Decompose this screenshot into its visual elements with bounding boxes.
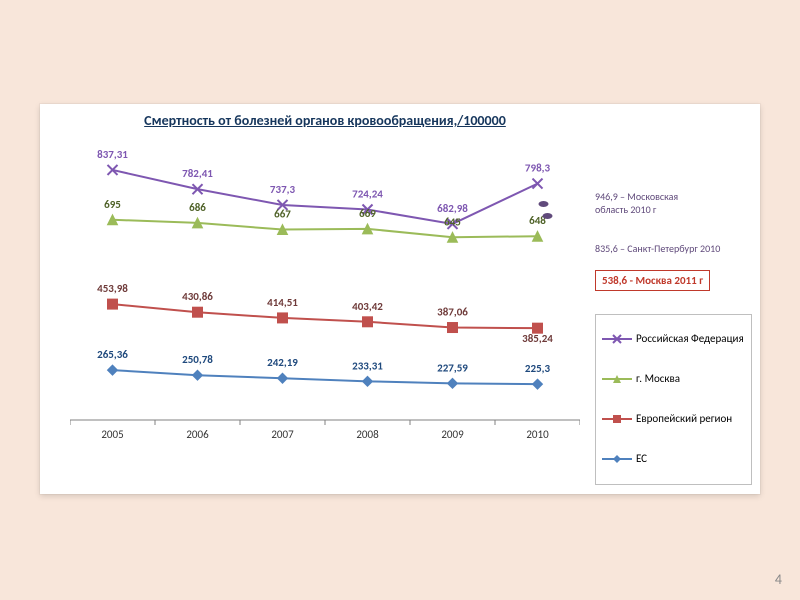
svg-text:724,24: 724,24: [352, 188, 383, 201]
annotation-moscow-2011: 538,6 - Москва 2011 г: [595, 270, 710, 291]
moscow-2011-text: 538,6 - Москва 2011 г: [602, 274, 703, 287]
legend-swatch-ec: [602, 451, 632, 467]
svg-text:265,36: 265,36: [97, 348, 128, 361]
plot-area: 2005 2006 2007 2008 2009 2010 837,31 782,41 737,…: [70, 140, 580, 452]
page-number: 4: [775, 571, 782, 588]
svg-text:2008: 2008: [356, 428, 379, 441]
svg-text:669: 669: [359, 207, 376, 220]
svg-text:453,98: 453,98: [97, 282, 128, 295]
svg-text:385,24: 385,24: [522, 332, 553, 345]
svg-text:387,06: 387,06: [437, 306, 468, 319]
annotation-mosobl: 946,9 – Московская область 2010 г: [595, 190, 678, 216]
svg-text:414,51: 414,51: [267, 296, 298, 309]
svg-text:225,3: 225,3: [525, 362, 551, 375]
svg-text:686: 686: [189, 201, 206, 214]
svg-text:233,31: 233,31: [352, 359, 383, 372]
legend-swatch-rf: [602, 331, 632, 347]
legend-label-rf: Российская Федерация: [636, 333, 744, 345]
svg-text:645: 645: [444, 215, 461, 228]
legend-swatch-moscow: [602, 371, 632, 387]
legend-label-europe: Европейский регион: [636, 413, 732, 425]
legend-item-rf: Российская Федерация: [596, 319, 751, 359]
legend-item-moscow: г. Москва: [596, 359, 751, 399]
svg-text:227,59: 227,59: [437, 361, 468, 374]
svg-text:837,31: 837,31: [97, 148, 128, 161]
svg-text:682,98: 682,98: [437, 202, 468, 215]
legend-swatch-europe: [602, 411, 632, 427]
svg-text:430,86: 430,86: [182, 290, 213, 303]
legend-label-moscow: г. Москва: [636, 373, 680, 385]
chart-svg: 2005 2006 2007 2008 2009 2010 837,31 782,41 737,…: [70, 140, 580, 452]
svg-text:2006: 2006: [186, 428, 209, 441]
svg-text:2009: 2009: [441, 428, 464, 441]
svg-text:2005: 2005: [101, 428, 123, 441]
svg-text:403,42: 403,42: [352, 300, 383, 313]
chart-title: Смертность от болезней органов кровообра…: [40, 112, 610, 129]
svg-text:242,19: 242,19: [267, 356, 298, 369]
svg-text:2010: 2010: [526, 428, 549, 441]
legend-label-ec: ЕС: [636, 453, 647, 465]
svg-text:737,3: 737,3: [270, 183, 296, 196]
annotation-spb: 835,6 – Санкт-Петербург 2010: [595, 242, 720, 255]
legend: Российская Федерация г. Москва Европейский…: [595, 314, 752, 485]
svg-text:782,41: 782,41: [182, 167, 213, 180]
svg-text:667: 667: [274, 208, 291, 221]
legend-item-ec: ЕС: [596, 439, 751, 479]
svg-text:695: 695: [104, 198, 121, 211]
legend-item-europe: Европейский регион: [596, 399, 751, 439]
svg-text:2007: 2007: [271, 428, 294, 441]
svg-text:250,78: 250,78: [182, 353, 213, 366]
chart-container: Смертность от болезней органов кровообра…: [40, 104, 760, 494]
svg-text:798,3: 798,3: [525, 162, 551, 175]
